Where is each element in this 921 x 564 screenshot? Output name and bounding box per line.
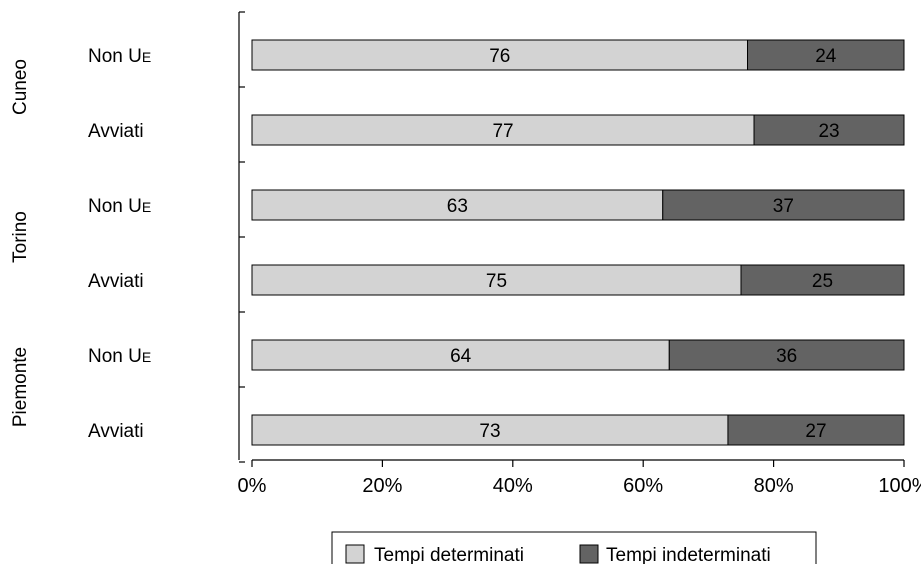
- x-tick-label: 100%: [878, 475, 921, 497]
- bar-segment: [668, 339, 905, 371]
- x-tick-label: 60%: [623, 475, 663, 497]
- data-label: 37: [773, 196, 794, 217]
- data-label: 73: [479, 421, 500, 442]
- data-label: 27: [805, 421, 826, 442]
- bar-segment: [251, 339, 670, 371]
- data-label: 25: [812, 271, 833, 292]
- bar-segment: [251, 189, 664, 221]
- category-label: Non UE: [88, 196, 151, 217]
- plot-area: 0% 20% 40% 60% 80% 100% 76 24 Non UE 77 23 Avviati 6…: [10, 11, 921, 497]
- category-label: Non UE: [88, 346, 151, 367]
- data-label: 23: [818, 121, 839, 142]
- legend-label: Tempi determinati: [374, 545, 524, 564]
- x-tick-label: 20%: [362, 475, 402, 497]
- category-label: Avviati: [88, 121, 144, 142]
- bar-segment: [747, 39, 905, 71]
- legend-label: Tempi indeterminati: [606, 545, 771, 564]
- group-label: Torino: [10, 211, 31, 263]
- data-label: 63: [447, 196, 468, 217]
- x-tick-label: 80%: [754, 475, 794, 497]
- data-label: 77: [492, 121, 513, 142]
- group-label: Piemonte: [10, 347, 31, 427]
- data-label: 64: [450, 346, 472, 367]
- data-label: 36: [776, 346, 797, 367]
- bar-segment: [251, 414, 729, 446]
- x-tick-label: 40%: [493, 475, 533, 497]
- legend-box: [331, 531, 817, 564]
- data-label: 75: [486, 271, 507, 292]
- legend-swatch: [579, 544, 599, 564]
- bar-segment: [662, 189, 905, 221]
- group-label: Cuneo: [10, 59, 31, 115]
- legend-swatch: [345, 544, 365, 564]
- bar-segment: [740, 264, 905, 296]
- bar-segment: [251, 39, 749, 71]
- category-label: Non UE: [88, 46, 151, 67]
- bar-segment: [251, 114, 755, 146]
- data-label: 76: [489, 46, 510, 67]
- bar-segment: [753, 114, 905, 146]
- category-label: Avviati: [88, 421, 144, 442]
- category-label: Avviati: [88, 271, 144, 292]
- data-label: 24: [815, 46, 837, 67]
- bar-segment: [727, 414, 905, 446]
- legend: Tempi determinati Tempi indeterminati: [331, 531, 817, 564]
- x-tick-label: 0%: [238, 475, 267, 497]
- bar-segment: [251, 264, 742, 296]
